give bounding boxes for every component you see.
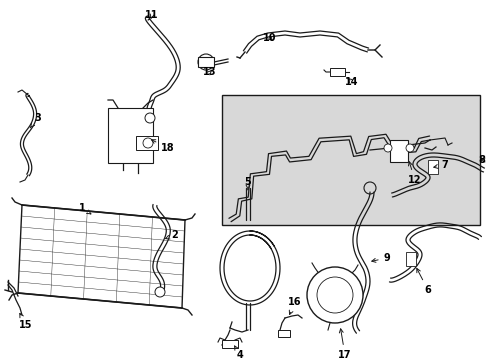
Text: 13: 13 (203, 67, 216, 77)
Bar (278, 330, 289, 337)
Bar (222, 95, 479, 225)
Text: 12: 12 (407, 162, 421, 185)
Text: 8: 8 (478, 155, 485, 165)
Text: 9: 9 (371, 253, 389, 263)
Bar (329, 68, 345, 76)
Circle shape (155, 287, 164, 297)
Text: 5: 5 (244, 177, 251, 190)
Circle shape (142, 138, 153, 148)
Circle shape (145, 113, 155, 123)
Bar (136, 136, 158, 150)
Bar (427, 160, 437, 174)
Bar (405, 252, 415, 266)
Circle shape (316, 277, 352, 313)
Bar (222, 340, 238, 348)
Text: 10: 10 (263, 33, 276, 43)
Bar (389, 140, 407, 162)
Text: 2: 2 (165, 230, 178, 240)
Text: 11: 11 (145, 10, 159, 20)
Text: 15: 15 (19, 314, 33, 330)
Text: 4: 4 (234, 346, 243, 360)
Text: 6: 6 (416, 269, 430, 295)
Circle shape (383, 144, 391, 152)
Text: 17: 17 (338, 329, 351, 360)
Circle shape (306, 267, 362, 323)
Text: 1: 1 (79, 203, 91, 214)
Bar (198, 57, 214, 67)
Text: 3: 3 (30, 113, 41, 128)
Text: 18: 18 (151, 140, 174, 153)
Text: 16: 16 (287, 297, 301, 315)
Text: 7: 7 (433, 160, 447, 170)
Text: 14: 14 (345, 77, 358, 87)
Bar (108, 108, 153, 163)
Circle shape (405, 144, 413, 152)
Circle shape (198, 54, 214, 70)
